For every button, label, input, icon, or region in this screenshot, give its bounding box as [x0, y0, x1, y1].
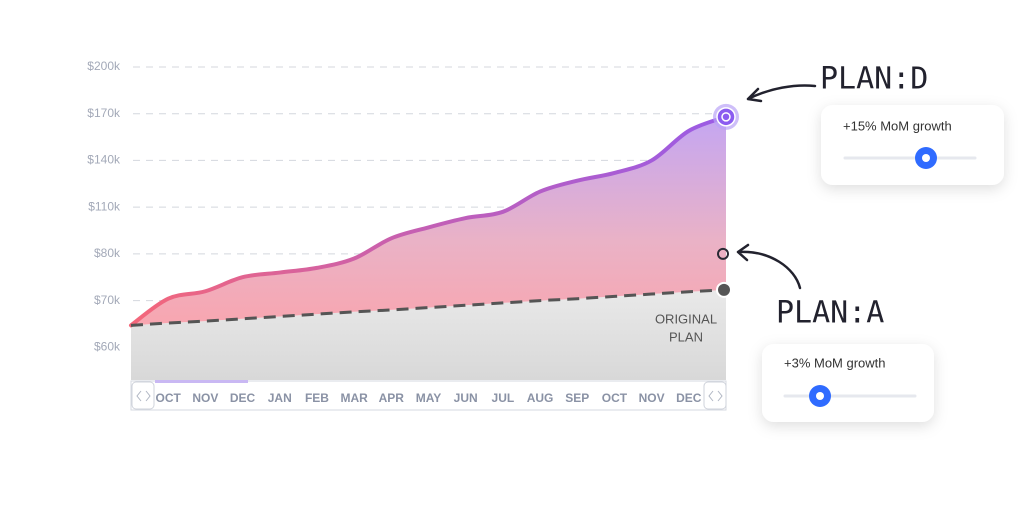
scroll-handle[interactable]: [703, 381, 727, 410]
plan-d-label: PLAN:D: [820, 62, 928, 97]
plan-line: [129, 114, 728, 328]
y-tick-label: $200k: [87, 59, 121, 73]
y-tick-label: $70k: [94, 293, 121, 307]
x-tick-label: FEB: [305, 391, 329, 405]
arrow: [746, 84, 817, 103]
plan-d-card: +15% MoM growth: [821, 105, 1004, 185]
handle-icon: [136, 390, 151, 402]
x-tick-label: DEC: [230, 391, 256, 405]
x-tick-label: AUG: [527, 391, 554, 405]
x-tick-label: JAN: [268, 391, 292, 405]
y-tick-label: $80k: [94, 246, 121, 260]
x-labels: OCT NOV DEC JAN FEB MAR APR MAY JUN JUL AUG SEP OCT N…: [156, 391, 702, 405]
slider-label: +3% MoM growth: [784, 355, 886, 370]
card: [821, 105, 1004, 185]
x-tick-label: MAR: [340, 391, 368, 405]
slider-thumb-center: [816, 392, 824, 400]
original-end-marker: [716, 281, 732, 298]
area-label: ORIGINAL: [655, 311, 717, 326]
y-tick-label: $110k: [88, 199, 121, 213]
x-tick-label: NOV: [192, 391, 218, 405]
end-marker: [716, 107, 736, 127]
x-tick-label: SEP: [565, 391, 589, 405]
slider-label: +15% MoM growth: [843, 118, 952, 133]
x-tick-label: JUN: [454, 391, 478, 405]
card: [762, 344, 934, 422]
x-tick-label: NOV: [639, 391, 665, 405]
scroll-handle[interactable]: [131, 381, 155, 410]
scroll-handles: [131, 381, 727, 410]
area-label: PLAN: [669, 329, 703, 344]
plan-a-label: PLAN:A: [776, 296, 884, 331]
x-tick-label: DEC: [676, 391, 702, 405]
x-tick-label: MAY: [416, 391, 442, 405]
x-tick-label: APR: [379, 391, 405, 405]
plan-a-card: +3% MoM growth: [762, 344, 934, 422]
handle-icon: [708, 390, 723, 402]
arrow: [736, 243, 802, 290]
y-tick-label: $140k: [87, 153, 121, 167]
plan-area: [131, 116, 726, 326]
original-line: [130, 288, 727, 327]
slider-thumb-center: [922, 154, 930, 162]
grey-area: [131, 289, 726, 380]
y-tick-label: $60k: [94, 339, 121, 353]
plan-a-marker: [717, 247, 729, 260]
y-tick-label: $170k: [87, 106, 121, 120]
x-tick-label: OCT: [602, 391, 628, 405]
plot: $60k $70k $80k $110k $140k $170k $200k: [87, 59, 728, 380]
x-tick-label: JUL: [492, 391, 515, 405]
x-tick-label: OCT: [156, 391, 182, 405]
end-marker-core: [721, 112, 731, 122]
scroll-thumb: [155, 380, 248, 383]
